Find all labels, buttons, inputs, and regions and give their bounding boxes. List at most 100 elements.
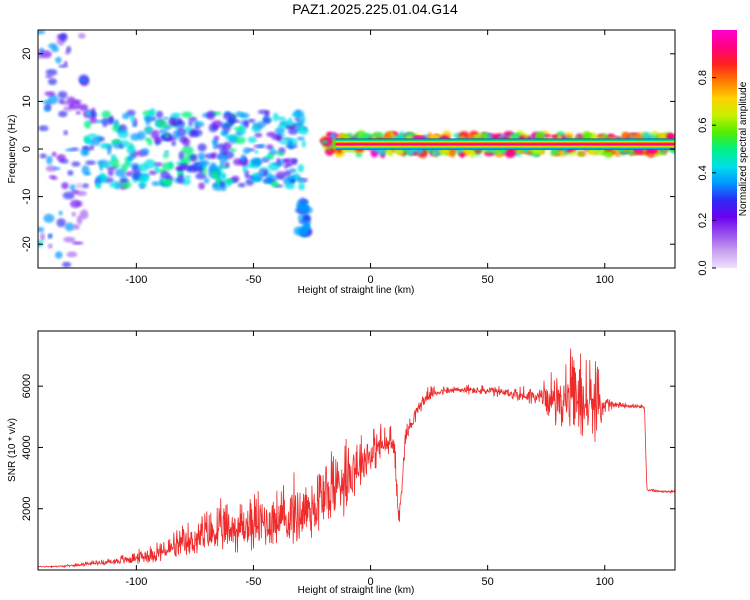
heatmap-cell: [171, 140, 177, 147]
heatmap-cell: [65, 96, 76, 105]
heatmap-cell: [68, 104, 74, 109]
heatmap-cell: [106, 116, 113, 125]
heatmap-cell: [145, 115, 151, 126]
heatmap-cell: [107, 160, 113, 167]
heatmap-cell: [63, 130, 68, 136]
heatmap-cell: [211, 170, 220, 180]
heatmap-cell: [137, 181, 148, 189]
heatmap-cell: [166, 180, 172, 187]
heatmap-cell: [67, 170, 74, 176]
heatmap-cell: [213, 135, 220, 141]
heatmap-cell: [296, 136, 305, 141]
heatmap-cell: [64, 222, 75, 232]
heatmap-cell: [140, 148, 150, 155]
heatmap-cell: [75, 111, 81, 115]
heatmap-cell: [120, 180, 132, 189]
heatmap-cell: [221, 123, 231, 133]
heatmap-cell: [181, 111, 193, 118]
heatmap-cell: [250, 176, 262, 182]
heatmap-cell: [76, 215, 83, 225]
heatmap-cell: [254, 149, 259, 154]
heatmap-cell: [90, 107, 96, 117]
heatmap-cell: [69, 184, 76, 192]
heatmap-cell: [149, 108, 156, 117]
heatmap-cell: [288, 128, 298, 135]
heatmap-cell: [656, 151, 668, 156]
ridge-line: [335, 137, 675, 151]
heatmap-cell: [122, 112, 130, 120]
heatmap-cell: [79, 209, 89, 220]
heatmap-cell: [386, 150, 394, 156]
y-tick-label: 6000: [21, 374, 33, 398]
heatmap-cell: [126, 144, 136, 155]
x-tick-label: -100: [125, 274, 147, 286]
heatmap-cell: [277, 123, 288, 130]
heatmap-cell: [172, 130, 181, 139]
heatmap-cell: [199, 156, 205, 161]
heatmap-cell: [83, 120, 92, 129]
heatmap-cell: [189, 154, 198, 162]
heatmap-cell: [233, 126, 244, 131]
x-tick-label: -100: [125, 576, 147, 588]
heatmap-cell: [51, 151, 57, 157]
bottom-x-axis-label: Height of straight line (km): [298, 585, 415, 596]
heatmap-cell: [490, 133, 501, 141]
heatmap-cell: [66, 251, 78, 258]
heatmap-cell: [243, 120, 249, 129]
colorbar-tick-label: 0.0: [697, 260, 709, 275]
heatmap-cell: [247, 136, 257, 144]
x-tick-label: 100: [596, 576, 614, 588]
heatmap-cell: [237, 182, 246, 188]
y-tick-label: -20: [21, 236, 33, 252]
heatmap-cell: [630, 133, 635, 138]
ridge-band: [335, 143, 675, 146]
heatmap-cell: [151, 129, 160, 140]
heatmap-cell: [188, 121, 194, 126]
heatmap-cell: [162, 116, 169, 120]
colorbar: 0.0 0.2 0.4 0.6 0.8 Normalized spectral ampl…: [697, 30, 749, 276]
heatmap-cell: [223, 112, 233, 121]
heatmap-cell: [81, 165, 90, 176]
heatmap-cell: [176, 166, 184, 171]
heatmap-cell: [42, 99, 52, 105]
heatmap-cell: [75, 190, 87, 197]
heatmap-cell: [229, 148, 237, 153]
heatmap-cell: [45, 75, 53, 78]
heatmap-cell: [192, 129, 203, 137]
snr-series-line: [38, 348, 675, 569]
heatmap-cell: [263, 169, 268, 178]
heatmap-cell: [58, 98, 65, 104]
heatmap-cell: [219, 159, 225, 168]
heatmap-cell: [224, 161, 230, 168]
heatmap-cell: [96, 183, 102, 189]
heatmap-cell: [293, 172, 300, 180]
heatmap-cell: [277, 116, 286, 121]
heatmap-cell: [206, 110, 216, 121]
heatmap-cell: [95, 119, 107, 124]
colorbar-gradient: [712, 30, 737, 268]
heatmap-cell: [47, 243, 53, 249]
heatmap-cell: [296, 199, 309, 205]
heatmap-cell: [297, 164, 305, 173]
heatmap-cell: [184, 175, 191, 179]
heatmap-cell: [247, 118, 256, 123]
heatmap-cell: [450, 149, 455, 158]
heatmap-cell: [575, 135, 580, 139]
heatmap-cell: [62, 261, 72, 268]
heatmap-cell: [264, 111, 270, 117]
heatmap-cell: [242, 164, 247, 173]
heatmap-cell: [413, 151, 418, 156]
heatmap-cell: [62, 191, 75, 200]
heatmap-cell: [330, 132, 336, 141]
bottom-y-axis-label: SNR (10 * v/v): [7, 418, 18, 482]
colorbar-tick-label: 0.6: [697, 118, 709, 133]
heatmap-cell: [58, 110, 68, 118]
heatmap-cell: [164, 133, 170, 139]
heatmap-cell: [268, 150, 279, 155]
heatmap-cell: [117, 130, 129, 139]
heatmap-cell: [181, 145, 194, 156]
heatmap-cell: [271, 134, 282, 141]
heatmap-cell: [65, 50, 70, 55]
heatmap-cell: [262, 178, 273, 185]
heatmap-cell: [492, 150, 499, 155]
